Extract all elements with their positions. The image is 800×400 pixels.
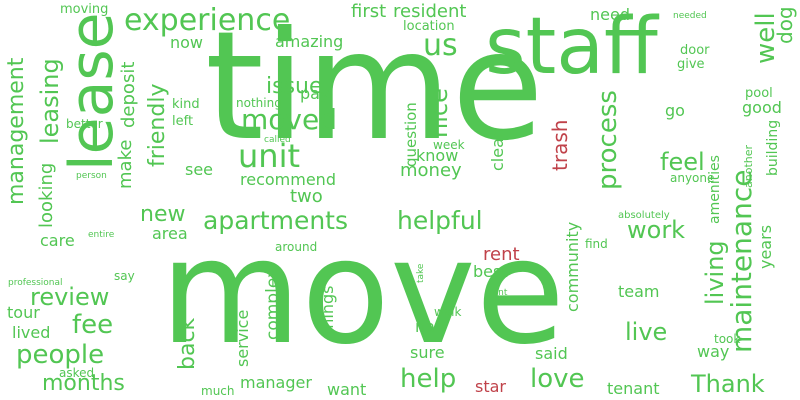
word-leasing: leasing (36, 58, 64, 144)
word-want: want (327, 380, 367, 399)
word-amenities: amenities (707, 155, 723, 224)
word-love: love (530, 364, 585, 394)
word-left: left (172, 114, 194, 129)
word-best: best (473, 262, 508, 281)
word-new: new (140, 202, 186, 227)
word-process: process (593, 90, 623, 190)
word-location: location (403, 19, 455, 34)
word-people: people (16, 340, 105, 370)
word-rent: rent (483, 244, 520, 265)
word-make: make (115, 139, 136, 189)
word-recommend: recommend (240, 170, 336, 189)
word-pool: pool (745, 86, 773, 101)
word-pay: pay (300, 84, 330, 103)
word-fee: fee (72, 310, 114, 340)
word-front: front (486, 288, 508, 298)
word-feel: feel (660, 148, 705, 176)
word-tenant: tenant (607, 379, 660, 398)
word-see: see (185, 160, 214, 179)
word-complex: complex (263, 267, 283, 340)
word-team: team (618, 282, 660, 301)
word-say: say (114, 269, 135, 283)
word-time: time (205, 0, 544, 174)
word-kind: kind (172, 97, 200, 112)
word-moving: moving (60, 2, 109, 17)
word-area: area (152, 224, 188, 243)
word-entire: entire (88, 230, 115, 240)
word-took: took (714, 332, 741, 346)
word-deposit: deposit (118, 61, 139, 128)
word-us: us (423, 28, 458, 63)
word-door: door (680, 43, 710, 58)
word-nothing: nothing (236, 96, 282, 110)
word-lease: lease (57, 12, 127, 171)
word-much: much (201, 384, 235, 398)
word-better: better (66, 117, 103, 131)
word-staff: staff (485, 2, 658, 92)
word-walk: walk (434, 305, 462, 319)
word-know: know (416, 146, 459, 165)
word-now: now (170, 33, 204, 52)
word-anyone: anyone (670, 171, 715, 185)
word-amazing: amazing (275, 32, 344, 51)
word-help: help (400, 364, 457, 394)
word-friendly: friendly (145, 83, 170, 167)
word-resident: resident (393, 1, 467, 22)
word-asked: asked (59, 366, 95, 380)
word-unit: unit (238, 137, 300, 175)
word-star: star (475, 377, 506, 396)
word-dog: dog (773, 6, 797, 44)
word-management: management (4, 57, 29, 205)
word-need: need (590, 5, 630, 24)
word-moved: moved (241, 103, 337, 136)
word-maintenance: maintenance (725, 169, 758, 353)
word-person: person (76, 171, 107, 181)
word-living: living (701, 240, 729, 305)
word-thank: Thank (691, 370, 765, 398)
word-manager: manager (240, 373, 312, 392)
word-months: months (42, 371, 125, 396)
word-take: take (416, 263, 426, 283)
word-years: years (756, 224, 775, 269)
word-move: move (160, 208, 565, 377)
word-community: community (563, 221, 582, 312)
word-back: back (175, 317, 200, 370)
word-apartments: apartments (203, 206, 348, 235)
word-professional: professional (8, 278, 63, 288)
word-around: around (275, 240, 318, 254)
word-experience: experience (124, 3, 291, 38)
word-two: two (290, 186, 323, 207)
word-absolutely: absolutely (618, 210, 670, 221)
word-first: first (351, 1, 387, 22)
word-good: good (742, 98, 782, 117)
word-things: things (318, 285, 337, 336)
word-money: money (400, 160, 462, 181)
word-go: go (665, 101, 685, 120)
word-sure: sure (410, 343, 445, 362)
word-trash: trash (548, 119, 572, 171)
word-clean: clean (488, 127, 507, 171)
word-nan: nan (415, 317, 446, 336)
word-find: find (585, 237, 608, 251)
word-another: another (742, 144, 755, 188)
word-said: said (535, 344, 568, 363)
word-way: way (697, 342, 730, 361)
word-helpful: helpful (397, 206, 483, 235)
word-called: called (264, 135, 291, 145)
word-lived: lived (12, 323, 51, 342)
word-building: building (765, 119, 781, 176)
word-give: give (677, 57, 705, 72)
word-week: week (433, 138, 465, 152)
word-issue: issue (266, 74, 323, 99)
word-nice: nice (425, 88, 453, 138)
word-live: live (625, 318, 668, 346)
word-work: work (627, 216, 686, 244)
word-needed: needed (673, 11, 707, 21)
word-care: care (40, 231, 75, 250)
word-review: review (30, 283, 110, 311)
word-tour: tour (7, 303, 40, 322)
word-looking: looking (36, 162, 57, 228)
word-service: service (233, 309, 252, 367)
